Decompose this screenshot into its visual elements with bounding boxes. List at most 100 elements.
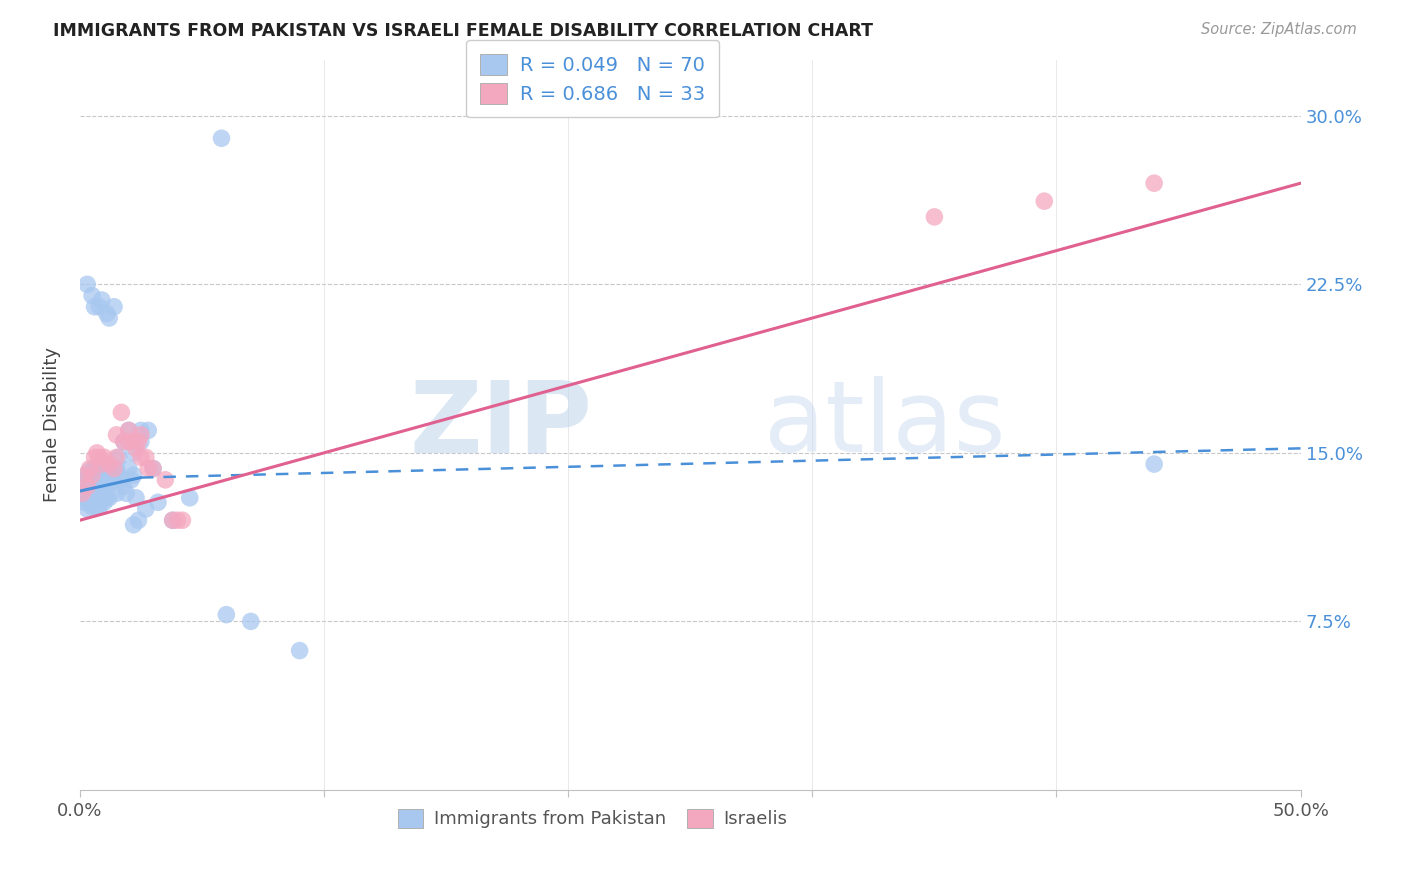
Point [96, 306, 118, 320]
Point [93, 495, 115, 509]
Point [122, 468, 145, 483]
Point [105, 486, 128, 500]
Point [172, 513, 194, 527]
Point [73, 473, 96, 487]
Text: IMMIGRANTS FROM PAKISTAN VS ISRAELI FEMALE DISABILITY CORRELATION CHART: IMMIGRANTS FROM PAKISTAN VS ISRAELI FEMA… [53, 22, 873, 40]
Point [129, 428, 152, 442]
Point [89, 300, 111, 314]
Point [93, 461, 115, 475]
Point [110, 473, 132, 487]
Point [162, 513, 184, 527]
Text: atlas: atlas [763, 376, 1005, 474]
Point [120, 473, 142, 487]
Point [98, 491, 121, 505]
Point [79, 464, 101, 478]
Point [122, 434, 145, 449]
Point [83, 300, 105, 314]
Point [80, 468, 103, 483]
Point [288, 643, 311, 657]
Point [135, 502, 157, 516]
Point [79, 479, 101, 493]
Point [136, 423, 159, 437]
Point [103, 473, 125, 487]
Point [100, 461, 122, 475]
Point [166, 513, 188, 527]
Point [80, 468, 103, 483]
Point [83, 495, 105, 509]
Point [76, 468, 98, 483]
Point [89, 500, 111, 514]
Point [93, 450, 115, 465]
Point [924, 210, 946, 224]
Point [115, 486, 138, 500]
Text: Source: ZipAtlas.com: Source: ZipAtlas.com [1201, 22, 1357, 37]
Point [136, 461, 159, 475]
Point [86, 500, 108, 514]
Point [80, 288, 103, 302]
Point [73, 495, 96, 509]
Point [72, 491, 94, 505]
Point [129, 434, 152, 449]
Point [127, 513, 149, 527]
Point [155, 473, 177, 487]
Point [118, 434, 141, 449]
Text: ZIP: ZIP [409, 376, 592, 474]
Point [118, 423, 141, 437]
Point [105, 461, 128, 475]
Point [105, 428, 128, 442]
Point [142, 461, 165, 475]
Point [96, 491, 118, 505]
Point [122, 446, 145, 460]
Point [98, 311, 121, 326]
Point [79, 495, 101, 509]
Point [76, 502, 98, 516]
Point [83, 450, 105, 465]
Point [72, 479, 94, 493]
Point [129, 450, 152, 465]
Point [83, 461, 105, 475]
Point [90, 457, 112, 471]
Point [98, 457, 121, 471]
Legend: Immigrants from Pakistan, Israelis: Immigrants from Pakistan, Israelis [391, 802, 794, 836]
Point [162, 513, 184, 527]
Point [112, 434, 135, 449]
Point [129, 423, 152, 437]
Point [146, 495, 169, 509]
Point [135, 450, 157, 465]
Y-axis label: Female Disability: Female Disability [44, 347, 60, 502]
Point [86, 466, 108, 480]
Point [110, 405, 132, 419]
Point [125, 491, 148, 505]
Point [93, 479, 115, 493]
Point [239, 615, 262, 629]
Point [80, 500, 103, 514]
Point [98, 477, 121, 491]
Point [1143, 457, 1166, 471]
Point [108, 468, 131, 483]
Point [90, 491, 112, 505]
Point [79, 461, 101, 475]
Point [89, 484, 111, 499]
Point [112, 434, 135, 449]
Point [112, 479, 135, 493]
Point [96, 473, 118, 487]
Point [76, 486, 98, 500]
Point [90, 473, 112, 487]
Point [1033, 194, 1056, 209]
Point [76, 479, 98, 493]
Point [76, 277, 98, 292]
Point [142, 461, 165, 475]
Point [105, 450, 128, 465]
Point [211, 131, 233, 145]
Point [127, 434, 149, 449]
Point [1143, 176, 1166, 190]
Point [103, 300, 125, 314]
Point [72, 486, 94, 500]
Point [103, 461, 125, 475]
Point [90, 293, 112, 307]
Point [122, 517, 145, 532]
Point [179, 491, 201, 505]
Point [86, 484, 108, 499]
Point [108, 450, 131, 465]
Point [118, 461, 141, 475]
